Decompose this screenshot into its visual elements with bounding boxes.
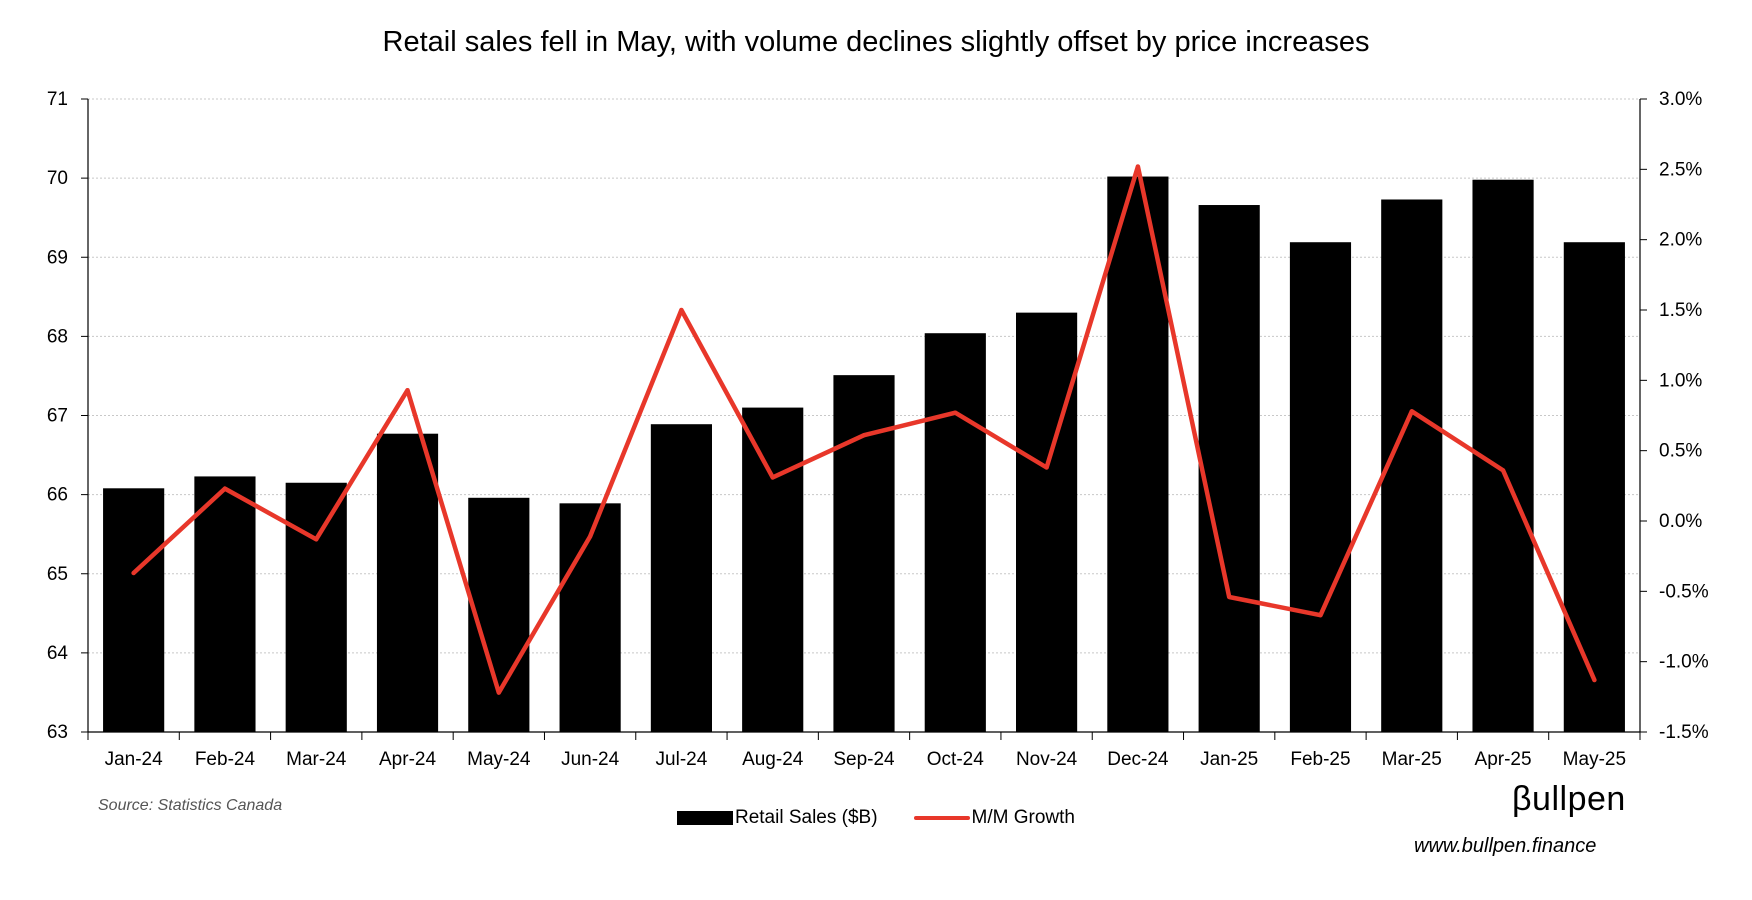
right-tick-label: 2.5%: [1659, 159, 1702, 180]
mm-growth-point-apr-25: [1501, 468, 1506, 473]
x-tick-label: Apr-24: [379, 749, 436, 770]
right-tick-label: 2.0%: [1659, 230, 1702, 251]
bar-feb-24: [194, 476, 256, 732]
mm-growth-point-nov-24: [1044, 465, 1049, 470]
brand-logo: βullpen: [1512, 780, 1626, 818]
x-tick-label: Apr-25: [1475, 749, 1532, 770]
axes: [81, 98, 1647, 740]
x-tick-label: May-25: [1563, 749, 1626, 770]
mm-growth-point-mar-24: [314, 537, 319, 542]
right-tick-label: 1.0%: [1659, 370, 1702, 391]
left-tick-label: 64: [47, 643, 69, 664]
left-tick-label: 65: [47, 564, 68, 585]
legend-item-retail-sales: Retail Sales ($B): [676, 807, 878, 829]
left-tick-label: 67: [47, 406, 68, 427]
mm-growth-point-may-24: [496, 690, 501, 695]
mm-growth-point-may-25: [1592, 677, 1597, 682]
mm-growth-point-apr-24: [405, 388, 410, 393]
legend-label-retail-sales: Retail Sales ($B): [734, 807, 878, 828]
right-tick-label: -1.0%: [1659, 652, 1709, 673]
mm-growth-point-mar-25: [1409, 409, 1414, 414]
right-tick-label: -0.5%: [1659, 581, 1709, 602]
legend-label-mm-growth: M/M Growth: [971, 807, 1075, 828]
left-tick-label: 71: [47, 89, 68, 110]
bar-mar-24: [285, 482, 347, 732]
bar-jul-24: [650, 424, 712, 732]
mm-growth-point-jan-24: [131, 571, 136, 576]
bar-feb-25: [1289, 242, 1352, 732]
mm-growth-point-feb-24: [222, 486, 227, 491]
right-tick-label: 3.0%: [1659, 89, 1702, 110]
legend-item-mm-growth: M/M Growth: [913, 807, 1075, 829]
bar-mar-25: [1381, 199, 1443, 732]
x-tick-label: Sep-24: [833, 749, 895, 770]
source-note: Source: Statistics Canada: [98, 797, 283, 814]
chart-title: Retail sales fell in May, with volume de…: [382, 26, 1370, 58]
x-tick-label: Aug-24: [742, 749, 804, 770]
right-tick-label: -1.5%: [1659, 722, 1709, 743]
mm-growth-point-jan-25: [1227, 594, 1232, 599]
left-tick-label: 68: [47, 326, 68, 347]
x-tick-label: Dec-24: [1107, 749, 1169, 770]
x-tick-label: May-24: [467, 749, 531, 770]
x-tick-label: Jul-24: [656, 749, 708, 770]
bar-jan-24: [103, 488, 165, 732]
bar-apr-24: [376, 433, 439, 732]
legend-swatch-line: [913, 816, 970, 820]
mm-growth-point-oct-24: [953, 410, 958, 415]
mm-growth-point-feb-25: [1318, 613, 1323, 618]
x-tick-label: Nov-24: [1016, 749, 1078, 770]
left-tick-label: 69: [47, 247, 68, 268]
bar-oct-24: [924, 333, 986, 732]
x-tick-label: Feb-24: [195, 749, 256, 770]
right-tick-label: 1.5%: [1659, 300, 1702, 321]
legend: Retail Sales ($B) M/M Growth: [0, 807, 1752, 829]
legend-swatch-bar: [676, 811, 733, 825]
x-tick-label: Jan-25: [1200, 749, 1258, 770]
mm-growth-point-jul-24: [679, 308, 684, 312]
left-tick-label: 63: [47, 722, 68, 743]
line-series: [131, 164, 1597, 695]
left-tick-label: 66: [47, 485, 68, 506]
bar-series: [103, 176, 1625, 733]
x-tick-label: Oct-24: [927, 749, 984, 770]
bar-nov-24: [1016, 312, 1078, 732]
right-tick-label: 0.5%: [1659, 441, 1702, 462]
mm-growth-point-dec-24: [1135, 164, 1140, 169]
x-tick-label: Jun-24: [561, 749, 620, 770]
tick-labels: 63 64 65 66 67 68 69 70 71 -1.5% -1.0% -0.5% 0.0% 0.5…: [47, 89, 1709, 770]
bar-jan-25: [1198, 205, 1260, 733]
x-tick-label: Jan-24: [105, 749, 164, 770]
mm-growth-point-jun-24: [588, 534, 593, 539]
website-url: www.bullpen.finance: [1414, 835, 1597, 857]
bar-jun-24: [559, 503, 621, 732]
left-tick-label: 70: [47, 168, 68, 189]
right-tick-label: 0.0%: [1659, 511, 1702, 532]
bar-aug-24: [742, 407, 804, 732]
bar-may-25: [1563, 242, 1625, 732]
x-tick-label: Mar-25: [1382, 749, 1442, 770]
x-tick-label: Mar-24: [286, 749, 347, 770]
mm-growth-point-aug-24: [770, 475, 775, 480]
mm-growth-point-sep-24: [862, 433, 866, 438]
x-tick-label: Feb-25: [1290, 749, 1350, 770]
